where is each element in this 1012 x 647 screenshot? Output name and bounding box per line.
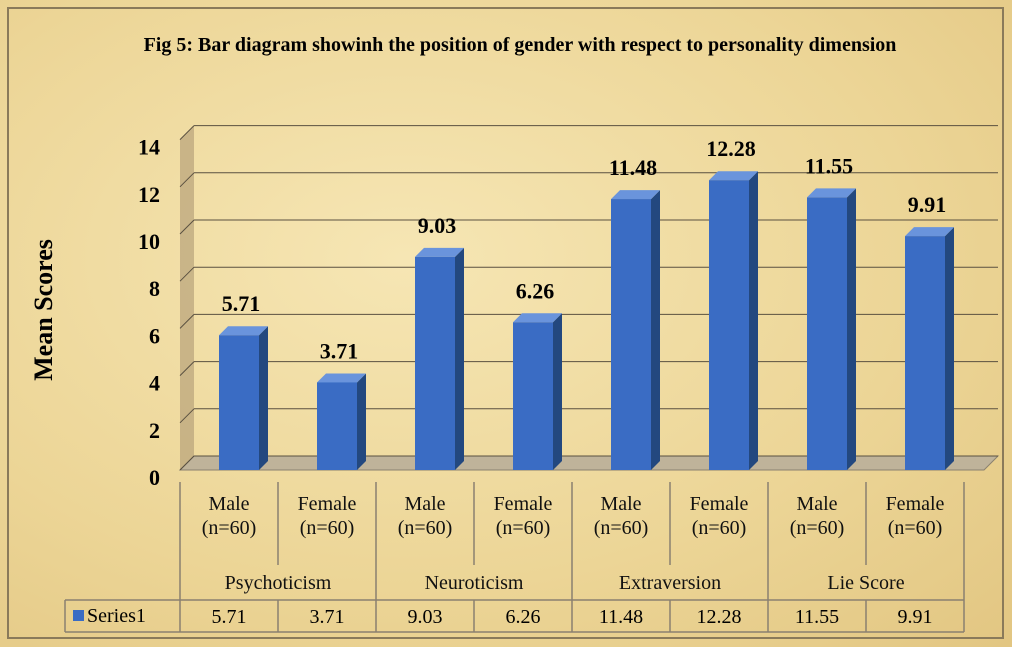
y-axis-title: Mean Scores [29,239,58,381]
x-tick-label: Female (n=60) [689,493,749,539]
bar-top [415,247,464,257]
y-tick-label: 0 [149,465,160,490]
back-wall [180,125,194,470]
x-tick-label: Male (n=60) [201,493,257,539]
bar-top [219,326,268,336]
frame [7,7,1004,639]
floor [178,455,1000,471]
bar-side [651,190,660,470]
data-label: 12.28 [706,136,756,161]
group-label: Lie Score [827,572,905,594]
data-label: 5.71 [222,291,261,316]
legend-key [73,610,84,621]
grid-line-side [179,219,195,235]
bar-side [847,188,856,471]
y-tick-label: 2 [149,418,160,443]
y-tick-label: 4 [149,371,160,396]
bar [611,199,651,470]
data-label: 9.03 [418,213,457,238]
chart-title: Fig 5: Bar diagram showinh the position … [143,34,897,56]
bar-top [709,171,758,181]
bar [513,322,553,470]
table-value: 5.71 [212,606,247,628]
data-label: 11.55 [805,153,853,178]
y-tick-label: 10 [138,229,160,254]
grid-line-side [179,455,195,471]
data-label: 3.71 [320,338,359,363]
data-label: 9.91 [908,192,947,217]
table-value: 9.91 [898,606,933,628]
x-tick-label: Male (n=60) [789,493,845,539]
bar-top [611,190,660,200]
x-tick-label: Male (n=60) [397,493,453,539]
bar [219,335,259,470]
table-value: 11.48 [599,606,643,628]
bar [905,236,945,470]
x-tick-label: Male (n=60) [593,493,649,539]
table-value: 11.55 [795,606,839,628]
table-value: 12.28 [697,606,742,628]
group-label: Neuroticism [424,572,524,594]
bar [317,382,357,470]
bar-side [455,247,464,470]
bar-top [905,227,954,237]
bar [709,180,749,470]
y-tick-label: 6 [149,323,160,348]
table-value: 9.03 [408,606,443,628]
data-label: 11.48 [609,155,657,180]
bar-top [317,373,366,383]
x-tick-label: Female (n=60) [493,493,553,539]
bar-side [259,326,268,470]
bar [807,197,847,471]
bar-side [553,313,562,470]
y-tick-label: 14 [138,135,160,160]
y-tick-label: 12 [138,182,160,207]
group-label: Psychoticism [224,572,332,594]
x-tick-label: Female (n=60) [297,493,357,539]
grid-line-side [179,314,195,329]
y-tick-label: 8 [149,276,160,301]
grid-line-side [179,172,195,188]
grid-line-side [179,408,195,424]
grid-line-side [179,266,195,282]
group-label: Extraversion [618,572,722,594]
bar-top [807,188,856,198]
grid-line-side [179,125,195,140]
bar-side [357,373,366,470]
bar [415,256,455,470]
data-label: 6.26 [516,278,555,303]
table-value: 6.26 [506,606,541,628]
grid-line-side [179,361,195,376]
bar-side [945,227,954,470]
bar-top [513,313,562,323]
table-value: 3.71 [310,606,345,628]
bar-side [749,171,758,470]
legend-label: Series1 [87,605,146,627]
x-tick-label: Female (n=60) [885,493,945,539]
